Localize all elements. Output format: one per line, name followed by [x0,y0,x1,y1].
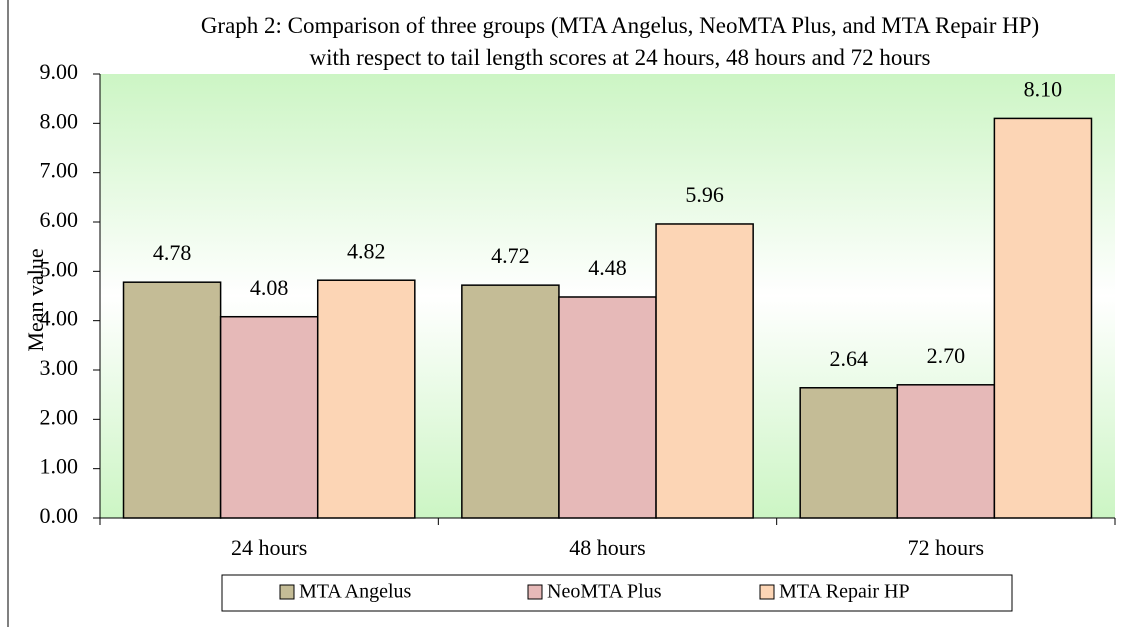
bar [461,284,560,519]
legend-swatch [527,584,543,600]
bar [896,384,996,519]
y-tick-label: 0.00 [40,503,79,528]
data-label: 8.10 [1024,76,1063,101]
y-tick-label: 8.00 [40,108,79,133]
y-axis-label: Mean value [23,248,48,351]
bar [219,315,319,519]
y-tick-label: 9.00 [40,59,79,84]
data-label: 4.82 [347,238,386,263]
data-label: 4.48 [588,255,627,280]
data-label: 2.70 [927,343,966,368]
chart-title: Graph 2: Comparison of three groups (MTA… [200,13,1040,70]
y-tick-label: 4.00 [40,306,79,331]
data-label: 4.72 [491,243,530,268]
legend-swatch [279,584,295,600]
x-tick-label: 24 hours [231,535,307,560]
bar [316,279,416,519]
bar [122,281,222,519]
bar [993,117,1093,519]
x-tick-label: 72 hours [908,535,984,560]
bar [799,387,899,519]
legend [221,574,1013,612]
y-tick-label: 3.00 [40,355,79,380]
bar [558,296,657,519]
data-label: 5.96 [685,182,724,207]
legend-label: NeoMTA Plus [547,581,662,603]
bar [655,223,754,519]
y-tick-label: 7.00 [40,158,79,183]
data-label: 2.64 [829,346,868,371]
y-tick-label: 5.00 [40,256,79,281]
legend-swatch [759,584,775,600]
data-label: 4.08 [250,275,289,300]
y-tick-label: 6.00 [40,207,79,232]
data-label: 4.78 [153,240,192,265]
legend-label: MTA Angelus [299,581,412,603]
y-tick-label: 2.00 [40,404,79,429]
legend-label: MTA Repair HP [779,581,910,603]
x-tick-label: 48 hours [569,535,645,560]
y-tick-label: 1.00 [40,454,79,479]
